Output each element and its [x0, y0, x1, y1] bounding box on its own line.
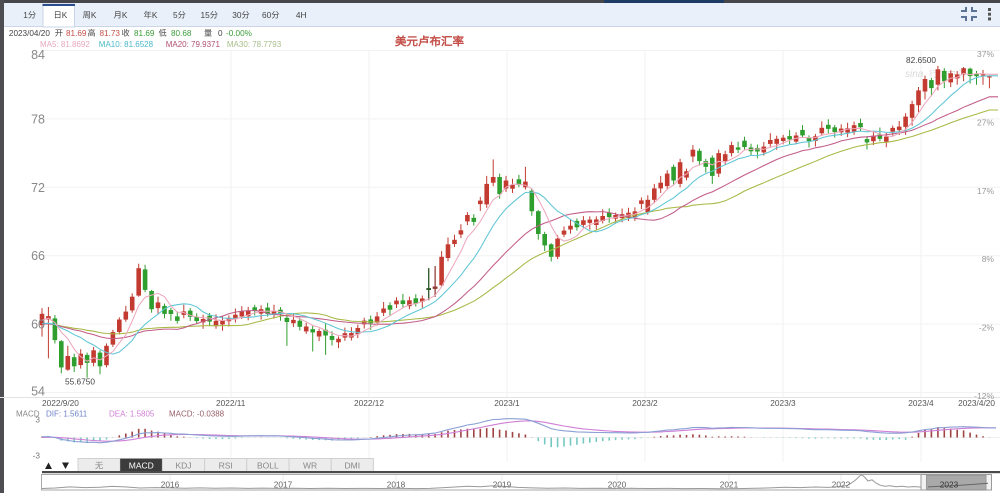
svg-text:84: 84	[31, 48, 45, 62]
svg-text:2021: 2021	[720, 479, 739, 489]
svg-text:78: 78	[31, 112, 45, 126]
svg-text:2018: 2018	[387, 479, 406, 489]
svg-text:0: 0	[218, 29, 223, 38]
svg-text:MA30: 78.7793: MA30: 78.7793	[227, 40, 282, 49]
svg-text:2023/2: 2023/2	[632, 398, 658, 408]
svg-text:2023/3: 2023/3	[770, 398, 796, 408]
svg-text:MA10: 81.6528: MA10: 81.6528	[99, 40, 154, 49]
svg-text:K: K	[91, 10, 97, 20]
svg-text:3: 3	[35, 415, 40, 425]
svg-text:DIF: 1.5611: DIF: 1.5611	[46, 410, 88, 419]
svg-text:-3: -3	[33, 451, 41, 461]
svg-text:81.69: 81.69	[134, 29, 155, 38]
svg-text:2019: 2019	[493, 479, 512, 489]
svg-text:2022/12: 2022/12	[354, 398, 384, 408]
svg-text:MA20: 79.9371: MA20: 79.9371	[166, 40, 221, 49]
svg-text:72: 72	[31, 181, 45, 195]
svg-text:K: K	[122, 10, 128, 20]
svg-text:60: 60	[262, 10, 272, 20]
svg-text:81.69: 81.69	[66, 29, 87, 38]
svg-text:30: 30	[232, 10, 242, 20]
svg-text:2023/04/20: 2023/04/20	[9, 29, 50, 38]
svg-text:4H: 4H	[296, 10, 307, 20]
svg-text:2023/1: 2023/1	[494, 398, 520, 408]
svg-text:sina: sina	[905, 69, 924, 80]
svg-text:2023/4/20: 2023/4/20	[958, 398, 995, 408]
svg-text:2022: 2022	[832, 479, 851, 489]
svg-text:37%: 37%	[977, 49, 994, 59]
svg-text:80.68: 80.68	[171, 29, 192, 38]
svg-text:-2%: -2%	[979, 323, 995, 333]
svg-text:82.6500: 82.6500	[906, 55, 936, 65]
svg-text:WR: WR	[303, 461, 317, 471]
svg-text:2022/11: 2022/11	[216, 398, 246, 408]
svg-text:66: 66	[31, 249, 45, 263]
svg-text:2022/9/20: 2022/9/20	[42, 398, 79, 408]
svg-text:5: 5	[173, 10, 178, 20]
svg-text:-12%: -12%	[974, 391, 994, 401]
svg-text:-0.00%: -0.00%	[226, 29, 252, 38]
svg-text:MACD: -0.0388: MACD: -0.0388	[169, 410, 225, 419]
svg-text:8%: 8%	[982, 254, 995, 264]
svg-text:DEA: 1.5805: DEA: 1.5805	[109, 410, 155, 419]
svg-text:K: K	[152, 10, 158, 20]
svg-text:60: 60	[31, 318, 45, 332]
svg-text:2020: 2020	[608, 479, 627, 489]
svg-text:KDJ: KDJ	[175, 461, 191, 471]
svg-text:55.6750: 55.6750	[65, 377, 95, 387]
svg-text:17%: 17%	[977, 186, 994, 196]
svg-text:54: 54	[31, 385, 45, 399]
svg-text:81.73: 81.73	[100, 29, 121, 38]
svg-text:27%: 27%	[977, 117, 994, 127]
svg-text:15: 15	[201, 10, 211, 20]
svg-text:2023/4: 2023/4	[908, 398, 934, 408]
svg-text:MACD: MACD	[16, 410, 40, 419]
svg-text:K: K	[62, 10, 68, 20]
svg-text:2016: 2016	[161, 479, 180, 489]
svg-text:BOLL: BOLL	[257, 461, 279, 471]
svg-text:DMI: DMI	[345, 461, 361, 471]
svg-text:2023: 2023	[940, 480, 959, 490]
svg-text:MACD: MACD	[129, 461, 154, 471]
svg-text:MA5: 81.8692: MA5: 81.8692	[40, 40, 90, 49]
svg-text:1: 1	[23, 10, 28, 20]
svg-text:2017: 2017	[274, 479, 293, 489]
svg-text:RSI: RSI	[219, 461, 233, 471]
